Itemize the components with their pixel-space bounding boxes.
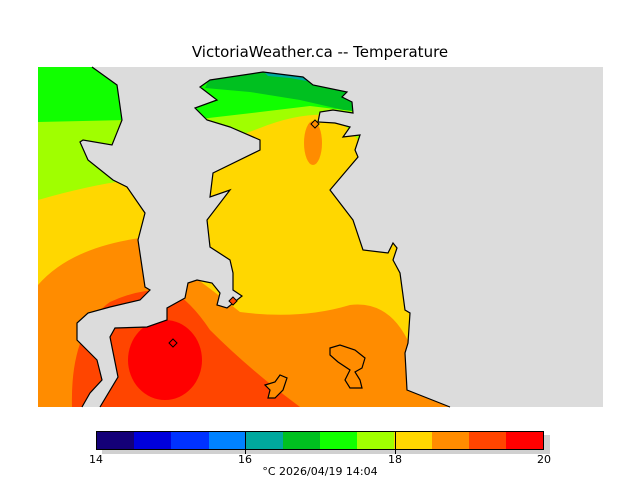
colorbar-tick-label: 16 xyxy=(238,453,252,466)
island-outline xyxy=(329,344,366,389)
units-timestamp: °C 2026/04/19 14:04 xyxy=(262,465,378,478)
colorbar-bin xyxy=(134,432,172,449)
colorbar-bin xyxy=(505,432,544,449)
colorbar-bin xyxy=(208,432,246,449)
colorbar-bin xyxy=(357,432,395,449)
colorbar-tick-label: 14 xyxy=(89,453,103,466)
colorbar-bin xyxy=(468,432,506,449)
field-19.5-20 xyxy=(128,320,202,400)
station-marker xyxy=(168,338,178,348)
colorbar-tick-label: 20 xyxy=(537,453,551,466)
colorbar-bin xyxy=(282,432,321,449)
colorbar-tick xyxy=(395,431,396,454)
station-marker xyxy=(310,119,320,129)
colorbar-bin xyxy=(171,432,209,449)
station-markers xyxy=(168,119,320,348)
island-outline xyxy=(263,374,288,399)
station-marker xyxy=(228,296,238,306)
colorbar-tick-label: 18 xyxy=(388,453,402,466)
colorbar-bin xyxy=(394,432,432,449)
field-18.5-19-north xyxy=(304,121,322,165)
colorbar-bin xyxy=(320,432,358,449)
coastline xyxy=(76,66,451,408)
colorbar-bin xyxy=(97,432,135,449)
map-title: VictoriaWeather.ca -- Temperature xyxy=(191,43,449,61)
colorbar-tick xyxy=(245,431,246,454)
colorbar-bin xyxy=(245,432,283,449)
colorbar xyxy=(96,431,544,450)
colorbar-bin xyxy=(431,432,469,449)
